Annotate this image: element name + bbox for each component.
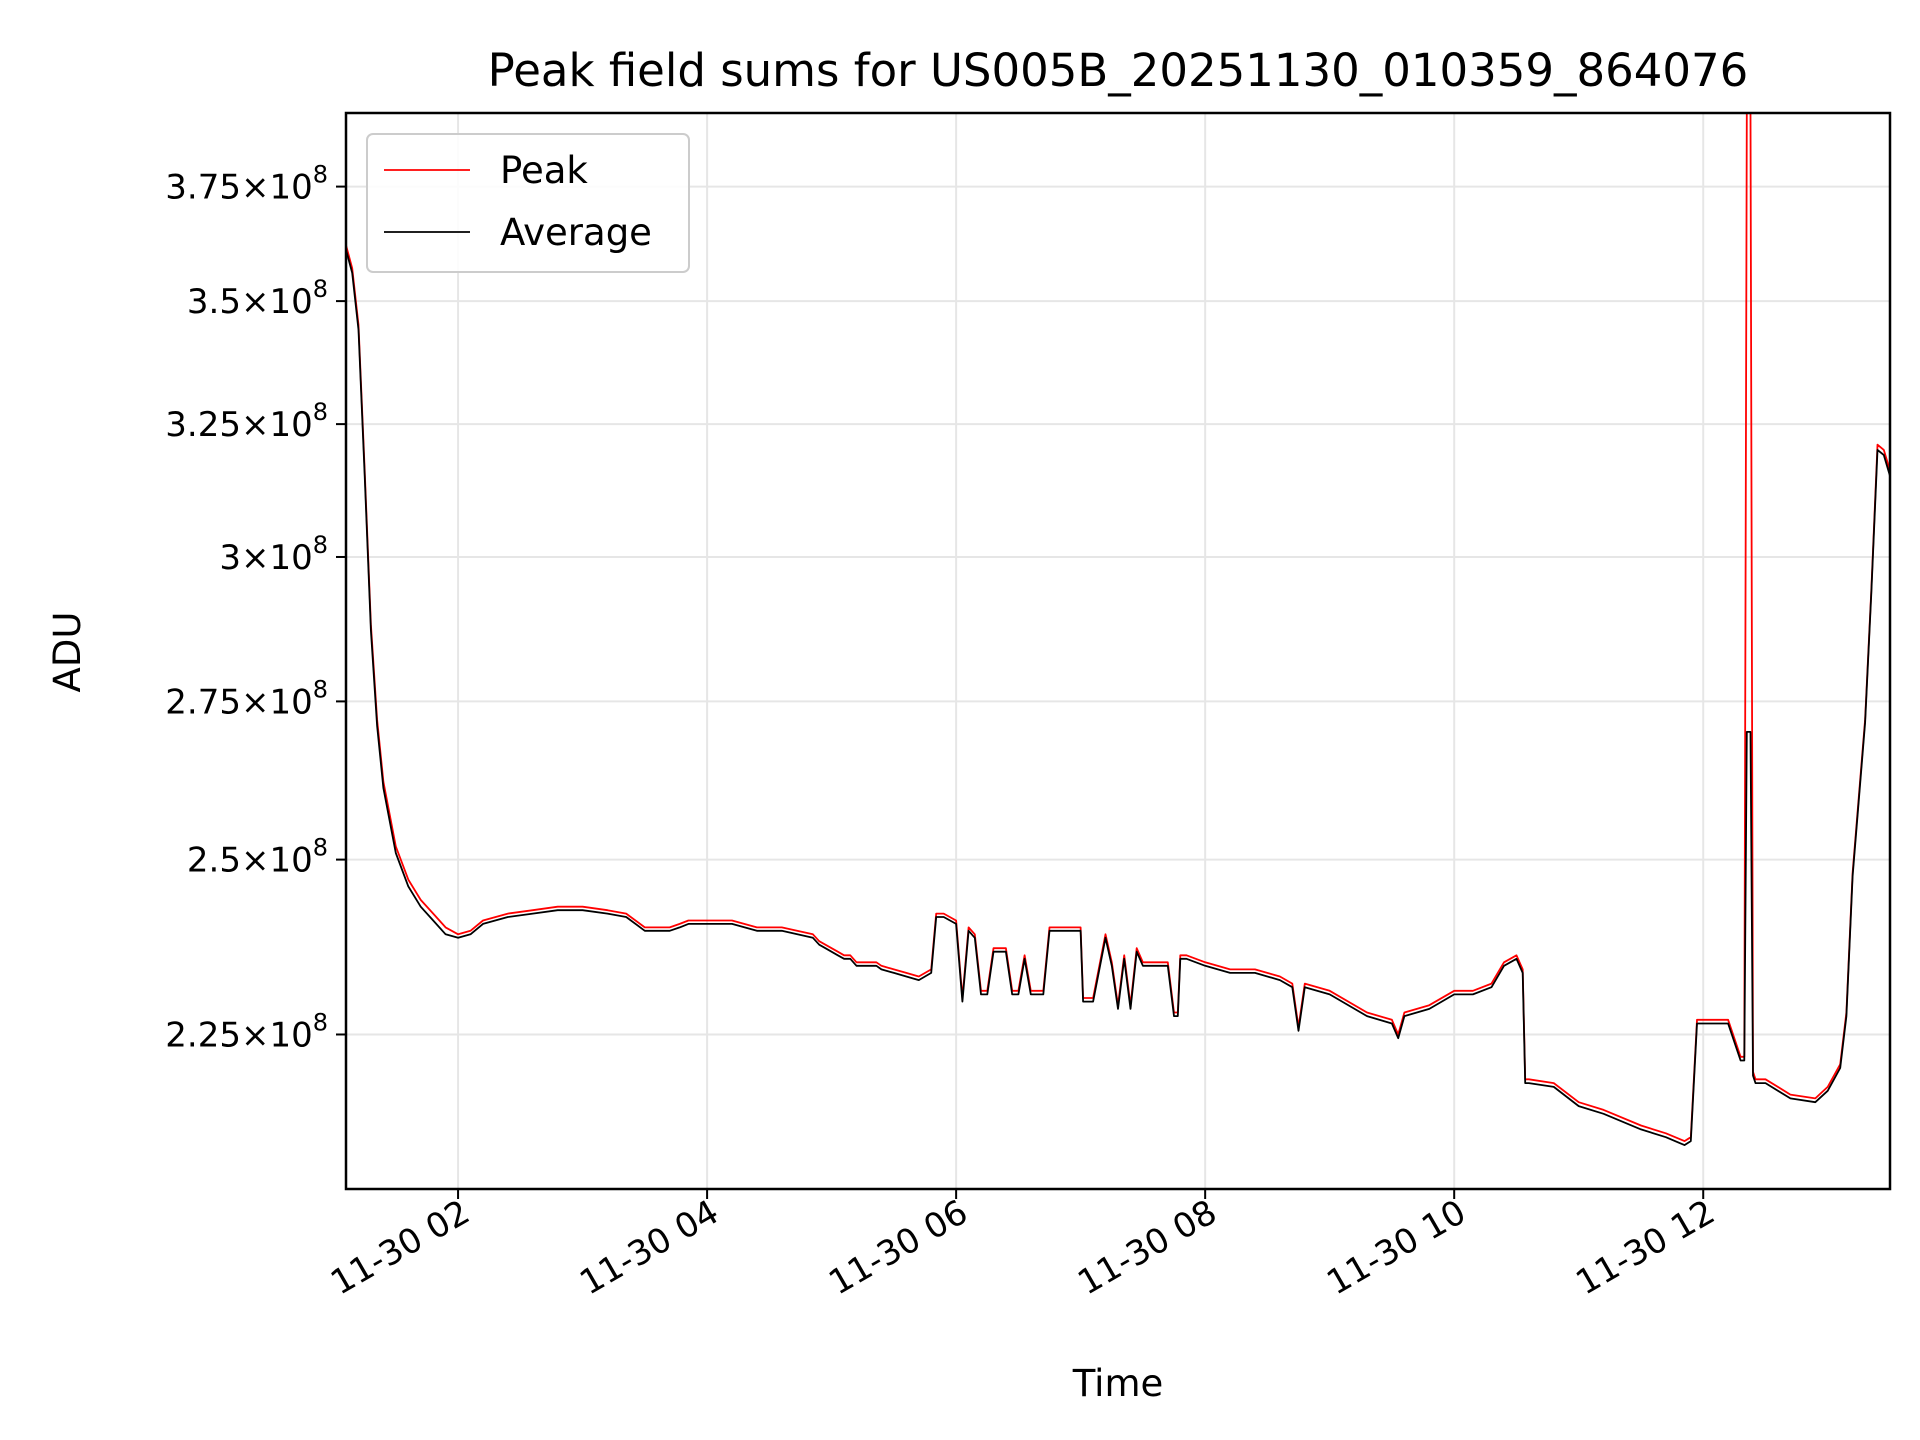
- legend-label-average: Average: [500, 211, 652, 254]
- chart-title: Peak field sums for US005B_20251130_0103…: [488, 44, 1749, 97]
- y-tick-label: 3×108: [219, 531, 328, 578]
- y-tick-label: 2.75×108: [165, 675, 328, 722]
- grid: [346, 113, 1890, 1189]
- legend-box: [366, 133, 690, 273]
- x-tick-label: 11-30 06: [822, 1192, 974, 1303]
- x-tick-label: 11-30 02: [324, 1192, 476, 1303]
- x-axis: 11-30 02 11-30 04 11-30 06 11-30 08 11-30 10…: [324, 1189, 1722, 1303]
- plot-frame: [344, 111, 1892, 1191]
- y-tick-label: 2.25×108: [165, 1008, 328, 1055]
- y-axis: 2.25×108 2.5×108 2.75×108 3×108 3.25×108 3.5×…: [165, 161, 346, 1055]
- y-tick-label: 3.25×108: [165, 398, 328, 445]
- x-tick-label: 11-30 04: [573, 1192, 725, 1303]
- x-tick-label: 11-30 12: [1569, 1192, 1721, 1303]
- series-line-average: [346, 249, 1890, 1146]
- x-axis-label: Time: [1072, 1362, 1164, 1405]
- series-layer: [346, 113, 1890, 1146]
- y-tick-label: 3.75×108: [165, 161, 328, 208]
- y-tick-label: 2.5×108: [187, 834, 328, 881]
- y-tick-label: 3.5×108: [187, 275, 328, 322]
- x-tick-label: 11-30 10: [1320, 1192, 1472, 1303]
- y-axis-label: ADU: [46, 612, 89, 693]
- legend: Peak Average: [366, 133, 690, 273]
- x-tick-label: 11-30 08: [1071, 1192, 1223, 1303]
- legend-label-peak: Peak: [500, 149, 588, 192]
